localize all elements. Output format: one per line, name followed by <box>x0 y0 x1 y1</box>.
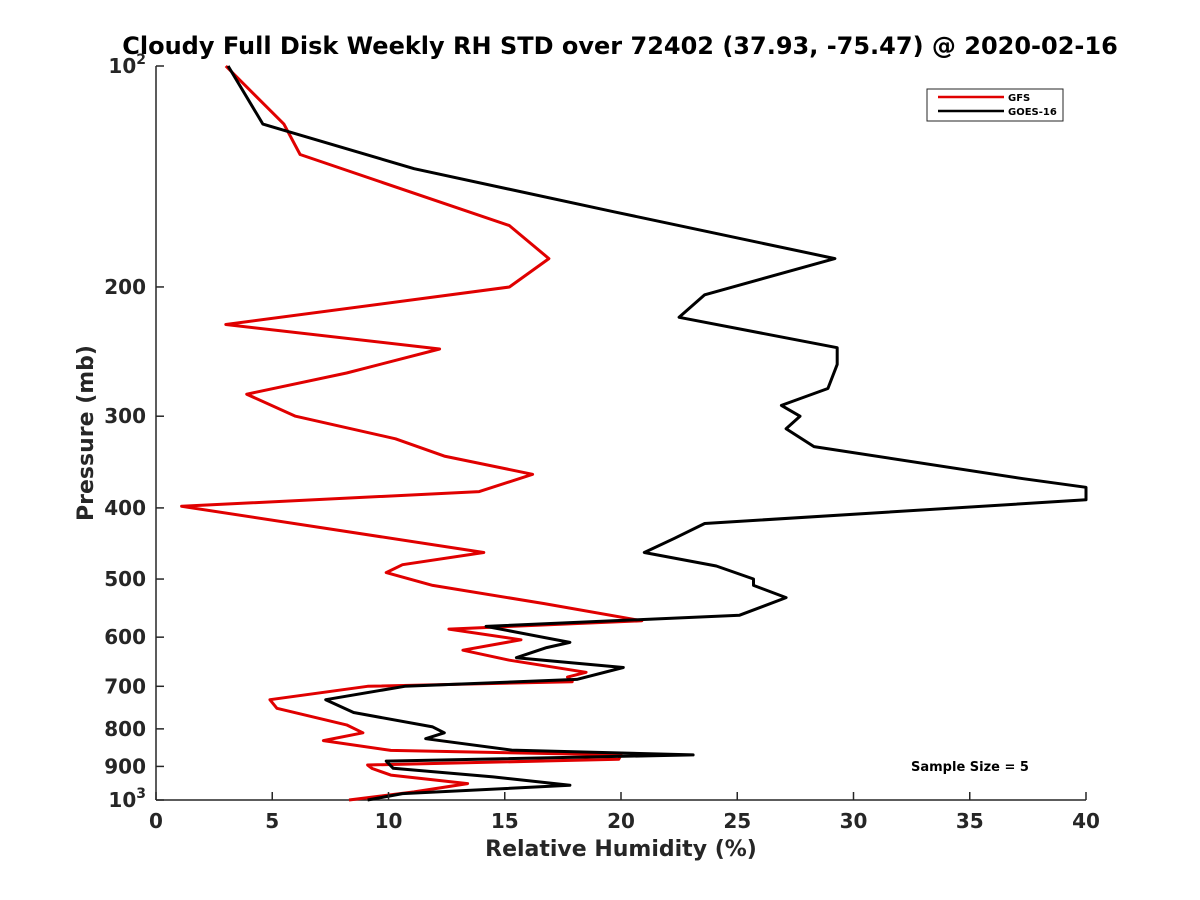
x-tick-label: 10 <box>375 809 403 833</box>
y-tick-label: 102 <box>108 52 146 78</box>
x-tick-label: 20 <box>607 809 635 833</box>
legend-label-goes-16: GOES-16 <box>1008 107 1057 118</box>
x-axis-label: Relative Humidity (%) <box>485 837 757 862</box>
series-line-goes-16 <box>226 65 1088 802</box>
y-tick-label: 900 <box>104 754 146 778</box>
sample-size-annotation: Sample Size = 5 <box>911 760 1029 775</box>
y-tick-label: 500 <box>104 567 146 591</box>
y-tick-label: 700 <box>104 674 146 698</box>
y-tick-label: 103 <box>108 786 146 812</box>
series-line-gfs <box>180 64 644 802</box>
tick-layer: 0 5 10 15 20 25 30 35 40 102 200 300 400 500 600 700 800… <box>104 52 1100 833</box>
series-layer <box>180 64 1088 802</box>
y-tick-label: 400 <box>104 496 146 520</box>
x-tick-label: 15 <box>491 809 519 833</box>
legend: GFS GOES-16 <box>926 88 1064 122</box>
chart-title: Cloudy Full Disk Weekly RH STD over 7240… <box>122 32 1118 60</box>
legend-label-gfs: GFS <box>1008 93 1030 104</box>
y-tick-label: 800 <box>104 717 146 741</box>
x-tick-label: 5 <box>265 809 279 833</box>
y-tick-label: 600 <box>104 625 146 649</box>
x-tick-label: 0 <box>149 809 163 833</box>
plot-area <box>155 66 1086 801</box>
x-tick-label: 35 <box>956 809 984 833</box>
legend-box <box>926 88 1064 122</box>
x-tick-label: 25 <box>723 809 751 833</box>
y-tick-label: 300 <box>104 404 146 428</box>
x-tick-label: 40 <box>1072 809 1100 833</box>
y-axis-label: Pressure (mb) <box>74 345 99 521</box>
y-tick-label: 200 <box>104 275 146 299</box>
x-tick-label: 30 <box>840 809 868 833</box>
